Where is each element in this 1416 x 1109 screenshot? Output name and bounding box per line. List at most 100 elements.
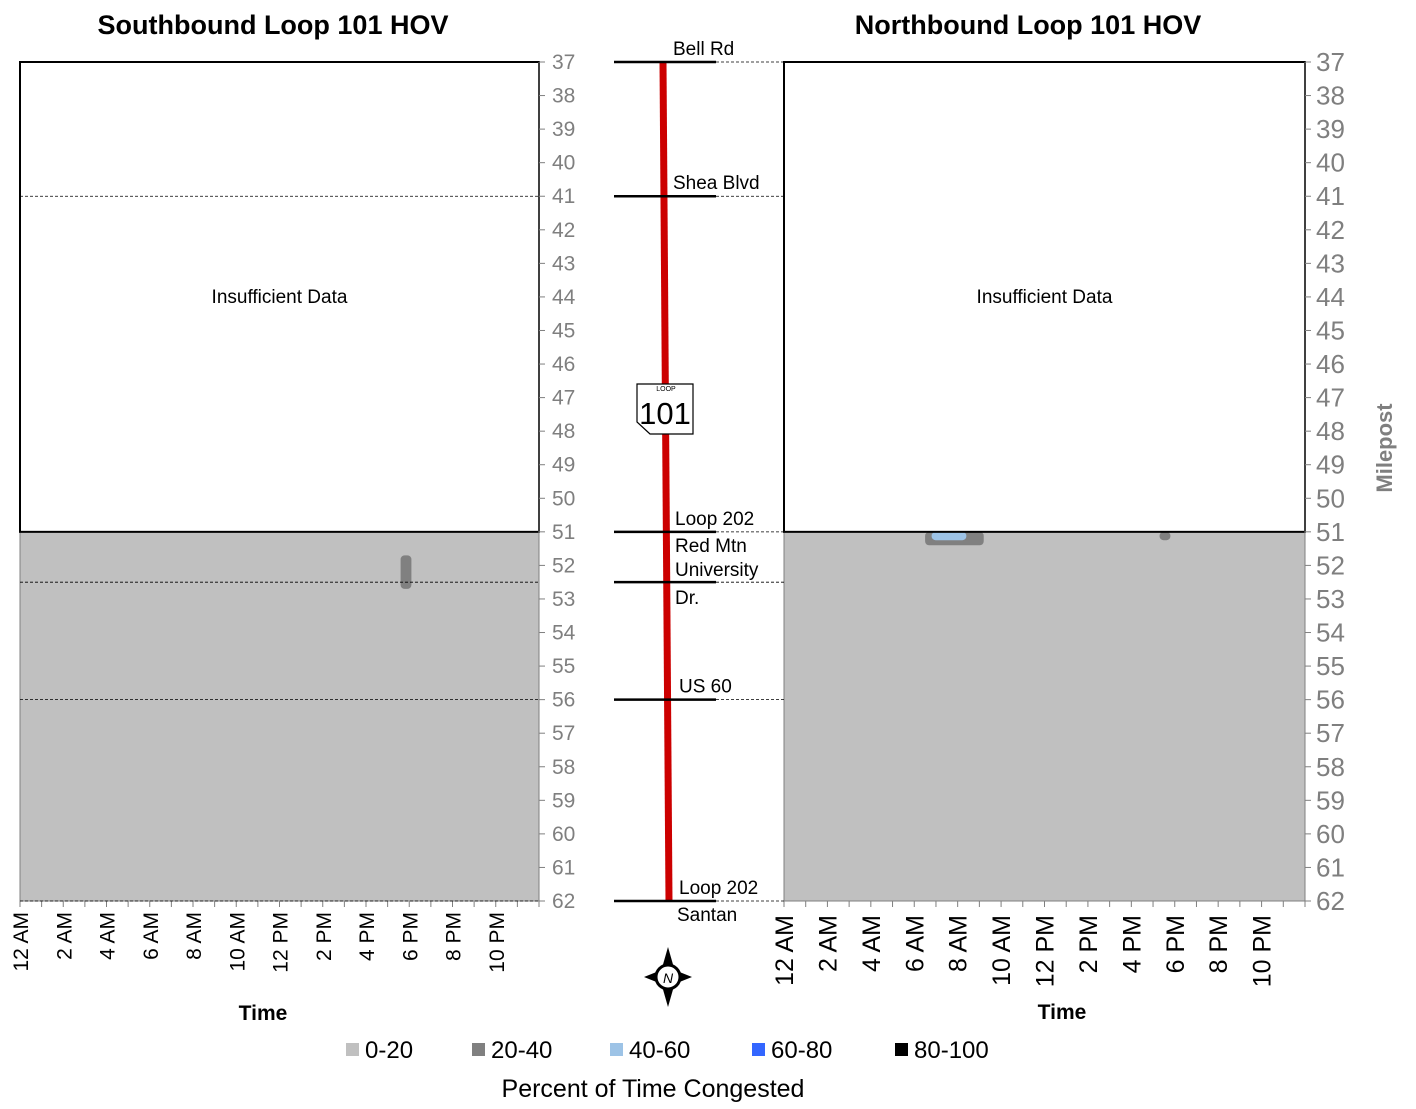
sb-x-tick-label: 4 AM xyxy=(97,912,120,960)
shield-top-label: LOOP xyxy=(656,386,676,393)
southbound-heatmap: Insufficient Data 37 38 39 40 41 42 43 44 45 46 47… xyxy=(10,51,576,973)
shield-icon xyxy=(636,383,694,435)
sb-y-tick-label: 39 xyxy=(552,118,575,141)
sb-y-tick-label: 57 xyxy=(552,722,575,745)
nb-y-tick-label: 40 xyxy=(1316,148,1345,178)
landmark-label: Loop 202 xyxy=(679,878,758,899)
sb-y-tick-label: 38 xyxy=(552,85,575,108)
landmark-sublabel: Santan xyxy=(677,905,737,926)
landmark-sublabel: Dr. xyxy=(675,588,699,609)
north-arrow-icon: N xyxy=(644,947,692,1007)
nb-y-tick-label: 53 xyxy=(1316,584,1345,614)
sb-x-tick-label: 6 AM xyxy=(140,912,163,960)
nb-y-tick-label: 59 xyxy=(1316,785,1345,815)
nb-y-tick-label: 47 xyxy=(1316,383,1345,413)
nb-y-tick-label: 45 xyxy=(1316,315,1345,345)
nb-x-tick-label: 8 PM xyxy=(1205,915,1233,973)
nb-y-tick-label: 44 xyxy=(1316,282,1345,312)
sb-x-tick-label: 8 PM xyxy=(443,912,466,961)
nb-y-tick-label: 41 xyxy=(1316,181,1345,211)
sb-x-tick-label: 12 PM xyxy=(270,912,293,973)
nb-x-tick-label: 10 AM xyxy=(988,915,1016,986)
nb-y-tick-label: 62 xyxy=(1316,886,1345,916)
sb-congestion-hotspot xyxy=(400,555,412,589)
sb-y-tick-label: 45 xyxy=(552,319,575,342)
sb-y-tick-label: 41 xyxy=(552,185,575,208)
legend-swatch xyxy=(610,1043,623,1056)
sb-y-tick-label: 60 xyxy=(552,823,575,846)
landmark-label: Loop 202 xyxy=(675,509,754,530)
nb-x-tick-label: 8 AM xyxy=(945,915,973,972)
nb-y-tick-label: 61 xyxy=(1316,852,1345,882)
nb-y-tick-label: 52 xyxy=(1316,550,1345,580)
nb-x-tick-label: 12 AM xyxy=(771,915,799,986)
sb-x-tick-label: 8 AM xyxy=(183,912,206,960)
nb-x-tick-label: 6 PM xyxy=(1162,915,1190,973)
sb-x-tick-label: 6 PM xyxy=(399,912,422,961)
legend-item-label: 80-100 xyxy=(914,1037,989,1064)
loop-101-shield: LOOP 101 xyxy=(636,383,694,435)
sb-y-tick-label: 61 xyxy=(552,856,575,879)
legend-swatch xyxy=(472,1043,485,1056)
nb-congestion-hotspot xyxy=(931,531,967,541)
sb-x-axis-title: Time xyxy=(239,1002,288,1025)
nb-y-tick-label: 49 xyxy=(1316,450,1345,480)
nb-x-tick-label: 12 PM xyxy=(1032,915,1060,987)
nb-y-tick-label: 46 xyxy=(1316,349,1345,379)
legend-item-label: 40-60 xyxy=(629,1037,690,1064)
landmark-sublabel: Red Mtn xyxy=(675,536,747,557)
nb-y-tick-label: 56 xyxy=(1316,685,1345,715)
nb-x-tick-label: 10 PM xyxy=(1249,915,1277,987)
sb-y-tick-label: 56 xyxy=(552,689,575,712)
nb-y-tick-label: 51 xyxy=(1316,517,1345,547)
sb-y-tick-label: 37 xyxy=(552,51,575,74)
sb-y-tick-label: 52 xyxy=(552,554,575,577)
nb-y-tick-label: 60 xyxy=(1316,819,1345,849)
sb-y-tick-label: 54 xyxy=(552,622,576,645)
northbound-heatmap: Insufficient Data 3738394041424344454647… xyxy=(771,47,1345,987)
sb-y-tick-label: 44 xyxy=(552,286,576,309)
sb-y-tick-label: 51 xyxy=(552,521,575,544)
northbound-title: Northbound Loop 101 HOV xyxy=(855,10,1201,40)
route-strip: Bell Rd Shea Blvd Loop 202 Red Mtn Universit… xyxy=(20,39,784,926)
nb-y-tick-label: 48 xyxy=(1316,416,1345,446)
nb-y-tick-label: 38 xyxy=(1316,81,1345,111)
sb-x-tick-label: 2 PM xyxy=(313,912,336,961)
nb-y-tick-label: 54 xyxy=(1316,618,1345,648)
sb-x-tick-label: 4 PM xyxy=(356,912,379,961)
sb-x-tick-label: 10 AM xyxy=(226,912,249,972)
sb-y-tick-label: 53 xyxy=(552,588,575,611)
landmark-label: US 60 xyxy=(679,677,732,698)
sb-y-tick-label: 59 xyxy=(552,789,575,812)
landmark-label: University xyxy=(675,560,759,581)
nb-y-tick-label: 58 xyxy=(1316,752,1345,782)
sb-insufficient-data-label: Insufficient Data xyxy=(212,287,348,308)
shield-number: 101 xyxy=(639,396,691,431)
nb-x-tick-label: 2 PM xyxy=(1075,915,1103,973)
sb-y-tick-label: 48 xyxy=(552,420,575,443)
sb-x-tick-label: 10 PM xyxy=(486,912,509,973)
nb-y-tick-label: 55 xyxy=(1316,651,1345,681)
nb-y-tick-label: 42 xyxy=(1316,215,1345,245)
route-line xyxy=(659,61,673,903)
sb-y-tick-label: 43 xyxy=(552,252,575,275)
landmark-label: Bell Rd xyxy=(673,39,734,60)
southbound-title: Southbound Loop 101 HOV xyxy=(98,10,449,40)
legend-title: Percent of Time Congested xyxy=(502,1075,805,1103)
legend-swatch xyxy=(346,1043,359,1056)
legend-swatch xyxy=(895,1043,908,1056)
sb-insufficient-data-box xyxy=(19,61,540,533)
nb-y-tick-label: 39 xyxy=(1316,114,1345,144)
sb-y-tick-label: 50 xyxy=(552,487,575,510)
sb-y-tick-label: 42 xyxy=(552,219,575,242)
sb-x-tick-label: 2 AM xyxy=(53,912,76,960)
landmark-label: Shea Blvd xyxy=(673,173,760,194)
sb-x-tick-label: 12 AM xyxy=(10,912,33,972)
nb-insufficient-data-box xyxy=(783,61,1306,533)
sb-y-tick-label: 55 xyxy=(552,655,575,678)
compass-letter: N xyxy=(663,970,674,986)
nb-y-axis-title: Milepost xyxy=(1372,403,1397,493)
nb-y-tick-label: 57 xyxy=(1316,718,1345,748)
nb-x-tick-label: 6 AM xyxy=(901,915,929,972)
